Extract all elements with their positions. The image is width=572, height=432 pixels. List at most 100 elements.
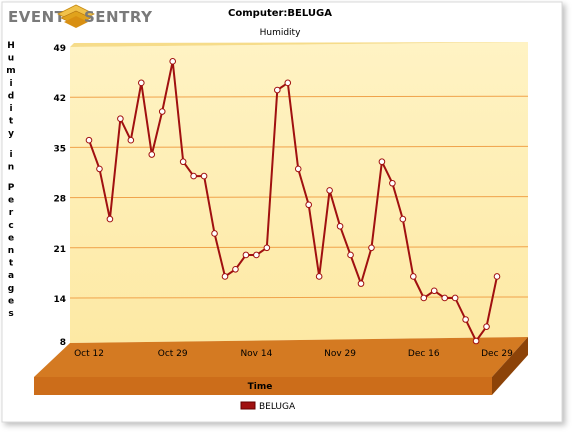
- data-point: [493, 273, 501, 280]
- data-point: [347, 251, 354, 259]
- data-point: [483, 323, 490, 330]
- logo-text-right: SENTRY: [84, 8, 153, 26]
- y-axis-label-char: H: [7, 41, 15, 51]
- data-point: [430, 287, 438, 295]
- data-point: [96, 165, 103, 173]
- y-axis-label-char: i: [9, 104, 12, 114]
- data-point: [357, 280, 365, 287]
- data-point: [190, 172, 197, 180]
- data-point: [399, 215, 407, 223]
- data-point: [472, 337, 480, 345]
- y-axis-label-char: c: [8, 221, 13, 231]
- data-point: [274, 86, 281, 94]
- gridlines: [69, 95, 529, 299]
- y-axis-label-char: g: [8, 284, 14, 294]
- data-point: [326, 187, 333, 194]
- chart-subtitle: Humidity: [260, 28, 301, 38]
- data-point: [169, 58, 176, 65]
- y-axis-label-char: a: [8, 271, 14, 281]
- data-point: [451, 294, 459, 302]
- legend-swatch-beluga: [240, 401, 256, 410]
- x-tick-label: Dec 29: [481, 349, 513, 359]
- gridline: [69, 95, 529, 98]
- x-tick-label: Dec 16: [408, 349, 440, 359]
- data-point: [253, 251, 260, 259]
- y-axis-label-char: e: [8, 233, 14, 243]
- base-side: [492, 337, 528, 395]
- y-axis-label-char: s: [8, 309, 13, 319]
- x-tick-label: Oct 12: [74, 349, 104, 359]
- legend: BELUGA: [240, 401, 296, 412]
- data-point: [127, 136, 135, 144]
- y-tick-label: 35: [53, 144, 66, 154]
- y-axis-label-char: i: [9, 79, 12, 89]
- data-point: [389, 179, 396, 187]
- x-axis-label: Time: [248, 382, 273, 392]
- data-point: [315, 273, 323, 280]
- data-point: [138, 79, 145, 87]
- plot-wall-side: [70, 42, 528, 47]
- y-axis-label-char: n: [8, 162, 14, 172]
- logo-text-left: EVENT: [8, 8, 66, 26]
- legend-label-beluga: BELUGA: [259, 402, 296, 412]
- data-point: [117, 115, 124, 123]
- plot-area: [70, 42, 528, 343]
- event-sentry-logo: EVENT SENTRY: [8, 4, 153, 28]
- x-tick-label: Nov 29: [324, 349, 356, 359]
- base-top: [34, 337, 528, 377]
- y-tick-label: 49: [53, 44, 66, 54]
- data-point: [263, 244, 271, 252]
- data-point: [179, 158, 187, 166]
- y-axis-label-char: m: [6, 66, 15, 76]
- gridline: [69, 145, 529, 148]
- y-tick-label: 21: [53, 245, 66, 255]
- y-axis-label-char: t: [9, 259, 14, 269]
- data-point: [221, 273, 229, 280]
- data-point: [336, 222, 344, 230]
- y-tick-label: 8: [60, 338, 66, 348]
- data-point: [158, 108, 166, 115]
- data-point: [441, 294, 448, 302]
- data-point: [462, 316, 469, 323]
- data-point: [232, 265, 239, 273]
- y-axis-label-char: u: [8, 54, 14, 64]
- gridline: [69, 196, 529, 199]
- data-point: [200, 172, 208, 180]
- data-point: [368, 244, 375, 252]
- y-axis-label-char: n: [8, 246, 14, 256]
- y-axis-label-char: e: [8, 196, 14, 206]
- x-tick-label: Oct 29: [158, 349, 188, 359]
- y-axis-label-char: r: [9, 208, 14, 218]
- chart-title: Computer:BELUGA: [228, 8, 332, 19]
- y-tick-label: 28: [53, 195, 66, 205]
- y-tick-label: 42: [53, 94, 66, 104]
- data-point: [85, 136, 93, 144]
- y-axis-label-char: i: [9, 150, 12, 160]
- data-point: [242, 251, 250, 259]
- data-point: [410, 273, 417, 280]
- data-point: [148, 151, 156, 158]
- y-axis-label-char: t: [9, 117, 14, 127]
- series-beluga: [85, 58, 501, 345]
- data-point: [211, 230, 218, 237]
- x-tick-label: Nov 14: [240, 349, 272, 359]
- data-point: [106, 215, 114, 223]
- gridline: [69, 246, 529, 249]
- data-point: [420, 294, 428, 302]
- data-point: [284, 79, 292, 87]
- base-front: [34, 377, 492, 395]
- y-tick-labels: 8 14 21 28 35 42 49: [53, 44, 66, 348]
- data-point: [305, 201, 312, 209]
- data-point: [294, 165, 302, 173]
- data-point: [378, 158, 386, 166]
- y-axis-label-char: d: [8, 91, 14, 101]
- logo-emblem-icon: [57, 4, 95, 28]
- x-tick-labels: Oct 12 Oct 29 Nov 14 Nov 29 Dec 16 Dec 29: [74, 349, 513, 359]
- series-line-beluga: [88, 60, 498, 342]
- y-axis-label-char: y: [8, 129, 14, 139]
- y-axis-label-char: e: [8, 296, 14, 306]
- y-axis-label-char: P: [8, 183, 15, 193]
- y-tick-label: 14: [53, 295, 66, 305]
